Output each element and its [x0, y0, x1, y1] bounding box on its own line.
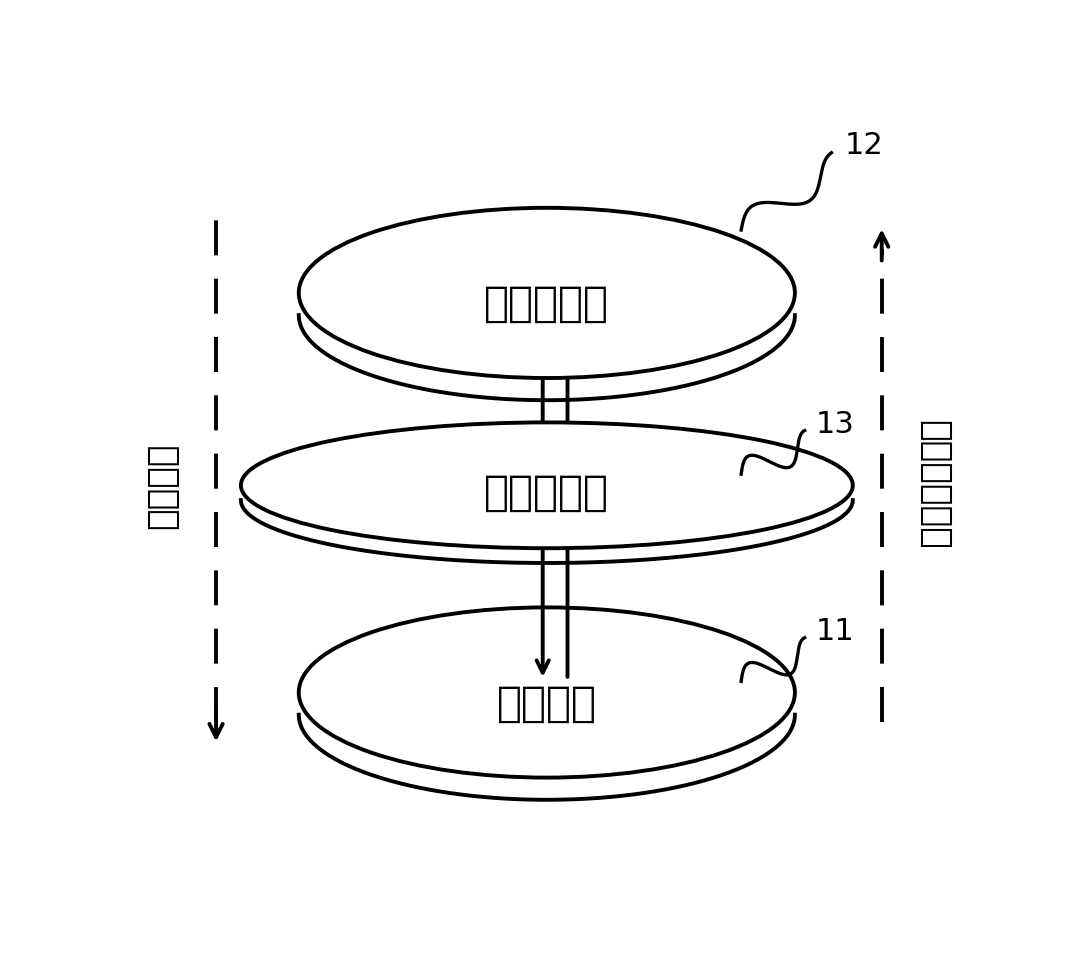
- Text: 节点控制信息: 节点控制信息: [917, 420, 951, 551]
- Polygon shape: [299, 629, 795, 777]
- Polygon shape: [299, 230, 795, 378]
- Text: 11: 11: [815, 617, 855, 646]
- Polygon shape: [241, 437, 853, 548]
- Text: 12: 12: [845, 131, 883, 160]
- Text: 13: 13: [815, 409, 855, 438]
- Ellipse shape: [299, 208, 795, 378]
- Text: 数据传输层: 数据传输层: [484, 472, 609, 514]
- Text: 感知信息: 感知信息: [145, 442, 179, 529]
- Ellipse shape: [241, 423, 853, 548]
- Text: 交通仿真层: 交通仿真层: [484, 283, 609, 325]
- Ellipse shape: [299, 607, 795, 777]
- Text: 智能车层: 智能车层: [497, 682, 596, 725]
